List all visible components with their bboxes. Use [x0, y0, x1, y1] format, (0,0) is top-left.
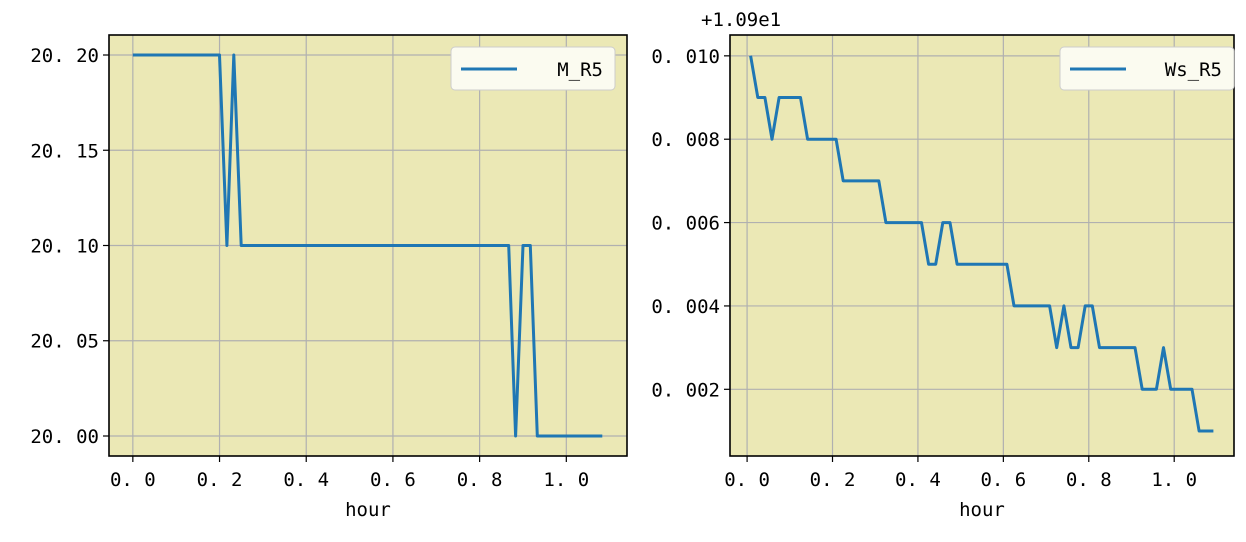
x-axis-ticks: 0. 0 0. 2 0. 4 0. 6 0. 8 1. 0 — [724, 456, 1197, 491]
x-tick-label: 1. 0 — [543, 469, 589, 491]
y-tick-label: 20. 20 — [30, 45, 99, 67]
y-tick-label: 0. 004 — [651, 296, 720, 318]
y-tick-label: 0. 002 — [651, 379, 720, 401]
series-line — [132, 53, 603, 438]
x-tick-label: 0. 0 — [110, 469, 156, 491]
y-tick-label: 0. 006 — [651, 213, 720, 235]
series-lines — [132, 53, 603, 438]
legend: M_R5 — [450, 46, 616, 91]
y-tick-label: 20. 10 — [30, 236, 99, 258]
y-tick-label: 20. 05 — [30, 331, 99, 353]
x-tick-label: 0. 2 — [810, 469, 856, 491]
y-axis-ticks: 0. 002 0. 004 0. 006 0. 008 0. 010 — [651, 46, 730, 401]
grid — [730, 35, 1234, 456]
x-axis-ticks: 0. 0 0. 2 0. 4 0. 6 0. 8 1. 0 — [110, 456, 589, 491]
y-tick-label: 20. 00 — [30, 426, 99, 448]
y-axis-ticks: 20. 00 20. 05 20. 10 20. 15 20. 20 — [30, 45, 109, 448]
x-tick-label: 0. 6 — [980, 469, 1026, 491]
x-tick-label: 0. 8 — [457, 469, 503, 491]
x-tick-label: 1. 0 — [1151, 469, 1197, 491]
x-axis-label: hour — [959, 499, 1005, 521]
series-line — [749, 55, 1214, 433]
y-axis-offset-text: +1.09e1 — [701, 9, 781, 31]
legend-box — [450, 46, 616, 91]
y-tick-label: 0. 010 — [651, 46, 720, 68]
legend-box — [1059, 46, 1235, 91]
y-tick-label: 20. 15 — [30, 140, 99, 162]
legend: Ws_R5 — [1059, 46, 1235, 91]
x-tick-label: 0. 6 — [370, 469, 416, 491]
y-tick-label: 0. 008 — [651, 129, 720, 151]
plot-area — [730, 35, 1234, 456]
x-tick-label: 0. 4 — [283, 469, 329, 491]
legend-label: Ws_R5 — [1165, 59, 1222, 81]
legend-label: M_R5 — [557, 59, 603, 81]
x-tick-label: 0. 4 — [895, 469, 941, 491]
series-lines — [749, 55, 1214, 433]
x-axis-label: hour — [345, 499, 391, 521]
x-tick-label: 0. 8 — [1066, 469, 1112, 491]
x-tick-label: 0. 2 — [197, 469, 243, 491]
x-tick-label: 0. 0 — [724, 469, 770, 491]
plot-frame — [729, 34, 1235, 457]
